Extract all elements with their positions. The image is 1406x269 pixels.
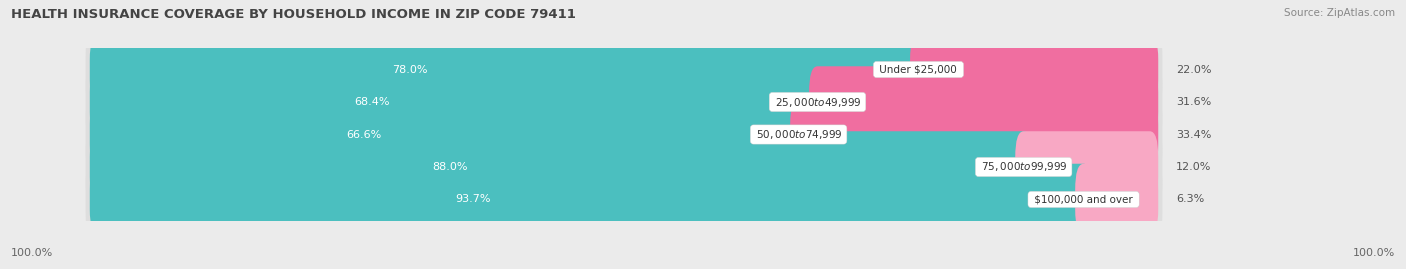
Text: 100.0%: 100.0% [11,248,53,258]
FancyBboxPatch shape [808,66,1159,138]
Text: 6.3%: 6.3% [1177,194,1205,204]
Text: 100.0%: 100.0% [1353,248,1395,258]
FancyBboxPatch shape [86,19,1163,120]
Text: Source: ZipAtlas.com: Source: ZipAtlas.com [1284,8,1395,18]
Text: $100,000 and over: $100,000 and over [1031,194,1136,204]
FancyBboxPatch shape [90,66,825,138]
Text: 12.0%: 12.0% [1177,162,1212,172]
Text: HEALTH INSURANCE COVERAGE BY HOUSEHOLD INCOME IN ZIP CODE 79411: HEALTH INSURANCE COVERAGE BY HOUSEHOLD I… [11,8,576,21]
Text: 66.6%: 66.6% [347,129,382,140]
FancyBboxPatch shape [90,99,807,170]
FancyBboxPatch shape [86,117,1163,217]
FancyBboxPatch shape [910,34,1159,105]
Text: 22.0%: 22.0% [1177,65,1212,75]
FancyBboxPatch shape [90,131,1032,203]
FancyBboxPatch shape [86,52,1163,152]
Text: 31.6%: 31.6% [1177,97,1212,107]
FancyBboxPatch shape [1076,164,1159,235]
Text: Under $25,000: Under $25,000 [876,65,960,75]
Text: $50,000 to $74,999: $50,000 to $74,999 [754,128,844,141]
FancyBboxPatch shape [90,164,1092,235]
FancyBboxPatch shape [790,99,1159,170]
Text: 33.4%: 33.4% [1177,129,1212,140]
Text: 78.0%: 78.0% [392,65,427,75]
Text: 68.4%: 68.4% [354,97,389,107]
Text: $75,000 to $99,999: $75,000 to $99,999 [979,161,1069,174]
Text: 93.7%: 93.7% [456,194,491,204]
Text: $25,000 to $49,999: $25,000 to $49,999 [772,95,863,108]
FancyBboxPatch shape [90,34,927,105]
FancyBboxPatch shape [1015,131,1159,203]
Text: 88.0%: 88.0% [432,162,468,172]
FancyBboxPatch shape [86,149,1163,250]
FancyBboxPatch shape [86,84,1163,185]
